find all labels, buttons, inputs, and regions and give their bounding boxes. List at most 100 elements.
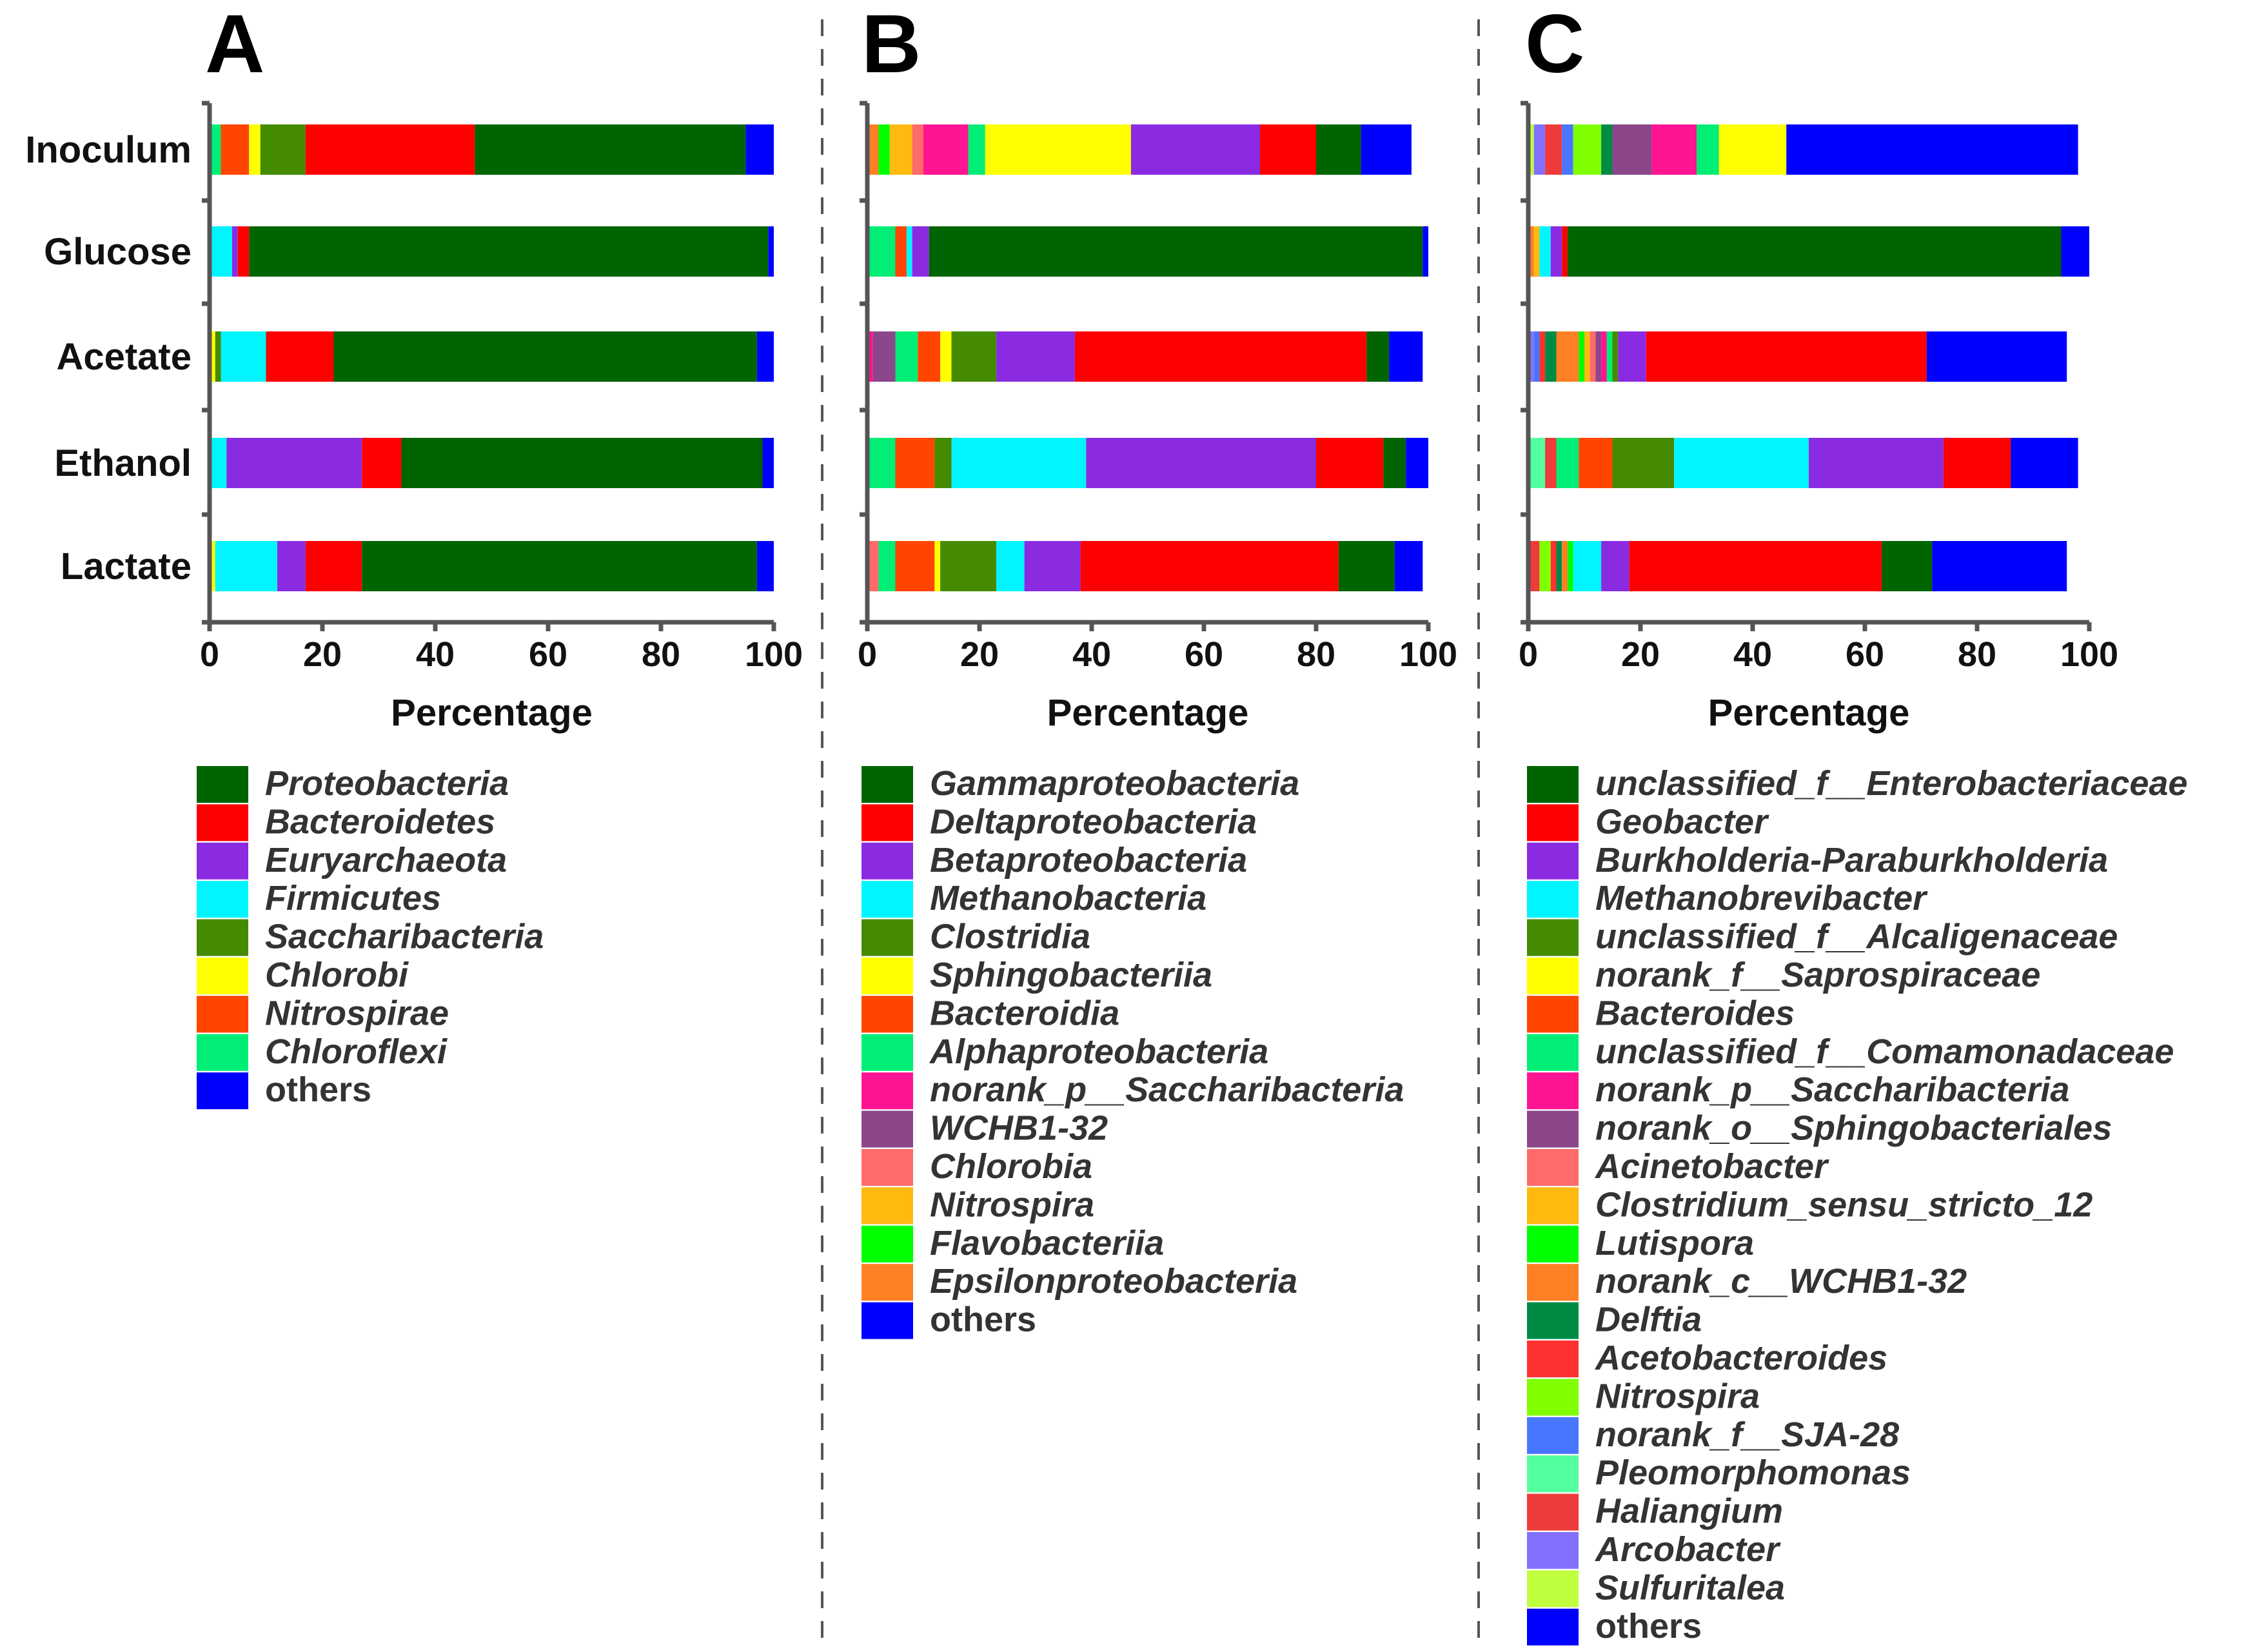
bar-segment-a-ethanol-7	[362, 438, 402, 488]
bar-segment-c-inoculum-4	[1545, 124, 1562, 175]
legend-swatch-c-8	[1527, 1034, 1579, 1071]
row-label-inoculum: Inoculum	[25, 129, 192, 171]
bar-segment-b-lactate-14	[1338, 541, 1395, 591]
bar-segment-a-glucose-9	[768, 226, 774, 277]
bar-segment-a-ethanol-9	[762, 438, 774, 488]
bar-segment-a-lactate-3	[210, 541, 215, 591]
legend-swatch-c-20	[1527, 1493, 1579, 1531]
row-label-lactate: Lactate	[61, 546, 192, 587]
bar-segment-c-lactate-6	[1539, 541, 1551, 591]
legend-swatch-c-19	[1527, 1455, 1579, 1493]
bar-segment-b-inoculum-9	[985, 124, 1131, 175]
x-tick-label-b-60: 60	[1185, 635, 1223, 674]
legend-label-c-17: Nitrospira	[1595, 1377, 1760, 1415]
legend-label-b-8: Alphaproteobacteria	[929, 1032, 1268, 1071]
bar-segment-b-glucose-11	[906, 226, 912, 277]
legend-label-c-12: Clostridium_sensu_stricto_12	[1595, 1185, 2093, 1224]
legend-label-c-6: norank_f__Saprospiraceae	[1595, 956, 2040, 994]
legend-swatch-c-11	[1527, 1149, 1579, 1186]
bar-segment-c-inoculum-17	[1718, 124, 1787, 175]
bar-segment-c-ethanol-19	[1674, 438, 1809, 488]
bar-segment-a-inoculum-4	[260, 124, 306, 175]
x-tick-label-a-20: 20	[303, 635, 342, 674]
bar-segment-b-acetate-5	[867, 331, 873, 382]
legend-label-c-21: Arcobacter	[1594, 1530, 1781, 1569]
panel-letter-b: B	[862, 0, 921, 90]
legend-swatch-c-17	[1527, 1379, 1579, 1416]
legend-swatch-c-15	[1527, 1302, 1579, 1339]
bar-segment-a-ethanol-6	[226, 438, 362, 488]
legend-swatch-a-7	[197, 996, 248, 1033]
bar-segment-c-inoculum-1	[1528, 124, 1534, 175]
legend-swatch-c-12	[1527, 1187, 1579, 1224]
bar-segment-a-inoculum-7	[305, 124, 475, 175]
bar-segment-b-inoculum-4	[912, 124, 923, 175]
legend-swatch-c-1	[1527, 766, 1579, 803]
bar-segment-c-acetate-21	[1646, 331, 1927, 382]
legend-label-c-15: Delftia	[1595, 1301, 1702, 1339]
bar-segment-b-acetate-8	[918, 331, 941, 382]
legend-label-c-3: Burkholderia-Paraburkholderia	[1595, 841, 2108, 880]
bar-segment-b-lactate-4	[867, 541, 879, 591]
bar-segment-b-lactate-12	[1024, 541, 1081, 591]
legend-label-b-1: Gammaproteobacteria	[930, 764, 1299, 803]
bar-segment-b-inoculum-13	[1260, 124, 1316, 175]
bar-segment-b-acetate-15	[1389, 331, 1423, 382]
legend-label-b-5: Clostridia	[930, 918, 1090, 956]
bar-segment-b-ethanol-11	[951, 438, 1087, 488]
bar-segment-c-ethanol-15	[1556, 438, 1579, 488]
bar-segment-b-acetate-6	[872, 331, 896, 382]
bar-segment-c-inoculum-2	[1533, 124, 1546, 175]
x-tick-label-b-20: 20	[960, 635, 999, 674]
bar-segment-b-ethanol-7	[867, 438, 896, 488]
bar-segment-c-inoculum-8	[1601, 124, 1613, 175]
legend-swatch-c-22	[1527, 1570, 1579, 1608]
legend-label-c-1: unclassified_f__Enterobacteriaceae	[1595, 764, 2187, 803]
bar-segment-c-ethanol-20	[1809, 438, 1944, 488]
x-tick-label-c-100: 100	[2060, 635, 2118, 674]
bar-segment-c-acetate-12	[1590, 331, 1596, 382]
legend-label-b-6: Sphingobacteriia	[930, 956, 1212, 994]
panel-letter-c: C	[1525, 0, 1584, 90]
bar-segment-c-acetate-23	[1926, 331, 2067, 382]
bar-segment-c-lactate-9	[1562, 541, 1568, 591]
x-axis-title-b: Percentage	[1047, 692, 1249, 734]
bar-segment-c-lactate-19	[1573, 541, 1602, 591]
bar-segment-c-inoculum-5	[1562, 124, 1573, 175]
x-tick-label-c-60: 60	[1846, 635, 1884, 674]
bar-segment-a-inoculum-3	[249, 124, 261, 175]
legend-swatch-b-1	[862, 766, 913, 803]
legend-label-c-8: unclassified_f__Comamonadaceae	[1595, 1032, 2174, 1071]
legend-swatch-a-5	[197, 919, 248, 956]
x-tick-label-b-40: 40	[1072, 635, 1111, 674]
legend-swatch-a-8	[197, 1034, 248, 1071]
bar-segment-a-acetate-4	[215, 331, 221, 382]
bar-segment-c-glucose-20	[1550, 226, 1562, 277]
bar-segment-c-acetate-7	[1539, 331, 1546, 382]
legend-label-b-12: Nitrospira	[930, 1185, 1094, 1224]
bar-segment-a-acetate-8	[333, 331, 757, 382]
legend-swatch-b-7	[862, 996, 913, 1033]
bar-segment-a-acetate-9	[756, 331, 774, 382]
legend-swatch-c-4	[1527, 881, 1579, 918]
bar-segment-c-acetate-10	[1579, 331, 1584, 382]
bar-segment-c-inoculum-15	[1697, 124, 1719, 175]
bar-segment-c-acetate-18	[1612, 331, 1619, 382]
bar-segment-b-acetate-7	[895, 331, 918, 382]
bar-segment-b-ethanol-13	[1316, 438, 1384, 488]
legend-label-b-7: Bacteroidia	[930, 994, 1119, 1032]
bar-segment-b-glucose-8	[895, 226, 907, 277]
panel-c: C 0 20 40 60 80 100 Percentage unclassified_f__E…	[1519, 0, 2187, 1646]
bar-segment-a-glucose-7	[237, 226, 250, 277]
bar-segment-b-ethanol-12	[1086, 438, 1316, 488]
bar-segment-b-ethanol-8	[895, 438, 935, 488]
bar-segment-c-inoculum-6	[1573, 124, 1602, 175]
bar-segment-c-lactate-4	[1528, 541, 1540, 591]
legend-label-a-9: others	[265, 1070, 371, 1109]
legend-swatch-b-12	[862, 1187, 913, 1224]
bar-segment-c-glucose-22	[1567, 226, 2062, 277]
x-tick-label-c-40: 40	[1733, 635, 1772, 674]
bar-segment-c-acetate-8	[1545, 331, 1557, 382]
x-tick-label-b-0: 0	[858, 635, 877, 674]
